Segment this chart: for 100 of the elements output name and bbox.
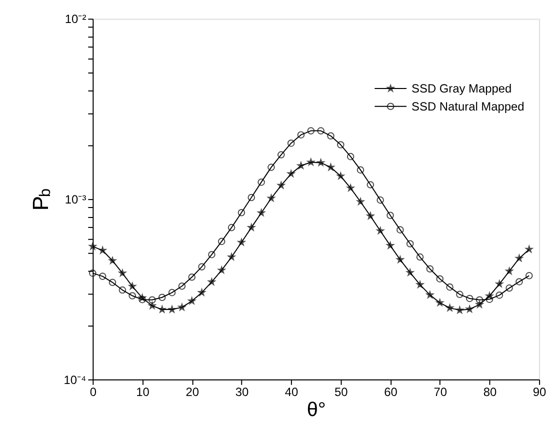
point: [396, 226, 404, 234]
point: [277, 151, 285, 158]
point: [188, 273, 196, 281]
point: [128, 292, 136, 300]
point: [228, 253, 236, 260]
point: [516, 254, 523, 262]
point: [396, 256, 404, 263]
point: [436, 298, 444, 306]
x-tick-label: 40: [284, 384, 299, 399]
point: [277, 182, 285, 189]
point: [168, 288, 176, 296]
point: [108, 278, 116, 286]
point: [118, 286, 126, 294]
legend-label: SSD Gray Mapped: [412, 81, 512, 96]
x-tick-label: 10: [136, 384, 150, 399]
point: [218, 238, 226, 246]
point: [218, 266, 226, 274]
point: [525, 246, 533, 253]
point: [376, 227, 384, 234]
point: [456, 290, 464, 298]
point: [178, 303, 186, 311]
point: [476, 296, 484, 304]
point: [287, 170, 295, 178]
point: [386, 242, 394, 249]
point: [128, 282, 136, 290]
point: [287, 140, 295, 147]
y-tick-label: 10⁻²: [64, 12, 86, 26]
x-tick-label: 30: [235, 384, 249, 399]
point: [416, 280, 424, 288]
point: [268, 164, 275, 171]
point: [188, 297, 196, 304]
point: [317, 158, 324, 166]
point: [178, 282, 186, 290]
point: [356, 166, 364, 174]
point: [496, 292, 504, 299]
point: [446, 283, 454, 291]
point: [297, 131, 305, 138]
point: [248, 224, 256, 231]
point: [258, 178, 265, 186]
point: [208, 278, 216, 286]
point: [198, 263, 206, 270]
point: [158, 306, 166, 313]
legend-label: SSD Natural Mapped: [412, 99, 524, 114]
point: [118, 269, 126, 276]
point: [416, 253, 424, 261]
point: [466, 294, 474, 302]
point: [506, 284, 513, 292]
point: [446, 304, 454, 312]
point: [108, 256, 116, 264]
point: [258, 209, 265, 216]
x-tick-label: 0: [90, 384, 97, 399]
point: [346, 152, 354, 160]
point: [238, 238, 246, 246]
point: [337, 141, 344, 148]
point: [466, 305, 474, 312]
point: [168, 306, 176, 313]
point: [148, 302, 156, 309]
point: [406, 268, 414, 276]
point: [506, 267, 513, 274]
point: [366, 181, 374, 188]
point: [327, 163, 334, 170]
y-tick-label: 10⁻⁴: [64, 372, 86, 387]
point: [98, 272, 106, 280]
point: [307, 158, 315, 166]
y-axis-title: Pb: [28, 188, 54, 211]
point: [98, 246, 106, 254]
y-tick-label: 10⁻³: [64, 192, 86, 207]
point: [346, 184, 354, 192]
point: [516, 278, 523, 286]
x-tick-label: 20: [186, 384, 200, 399]
x-tick-label: 60: [384, 384, 398, 399]
point: [208, 250, 216, 258]
point: [496, 280, 504, 288]
point: [148, 296, 156, 304]
point: [307, 127, 315, 134]
point: [88, 242, 96, 250]
point: [228, 224, 236, 232]
x-tick-label: 70: [434, 384, 448, 399]
point: [327, 132, 334, 140]
point: [386, 212, 394, 220]
point: [456, 306, 464, 314]
point: [297, 162, 305, 169]
point: [426, 291, 434, 298]
x-axis-title: θ°: [306, 398, 326, 421]
point: [238, 208, 246, 216]
point: [198, 288, 206, 296]
point: [486, 296, 494, 303]
point: [317, 127, 324, 134]
point: [376, 196, 384, 204]
x-tick-label: 80: [483, 384, 497, 399]
point: [158, 294, 166, 302]
point: [248, 194, 256, 202]
point: [268, 194, 275, 202]
x-tick-label: 50: [334, 384, 348, 399]
point: [436, 275, 444, 282]
point: [336, 172, 344, 180]
point: [406, 240, 414, 248]
point: [525, 272, 533, 280]
point: [426, 265, 434, 273]
point: [366, 212, 374, 220]
